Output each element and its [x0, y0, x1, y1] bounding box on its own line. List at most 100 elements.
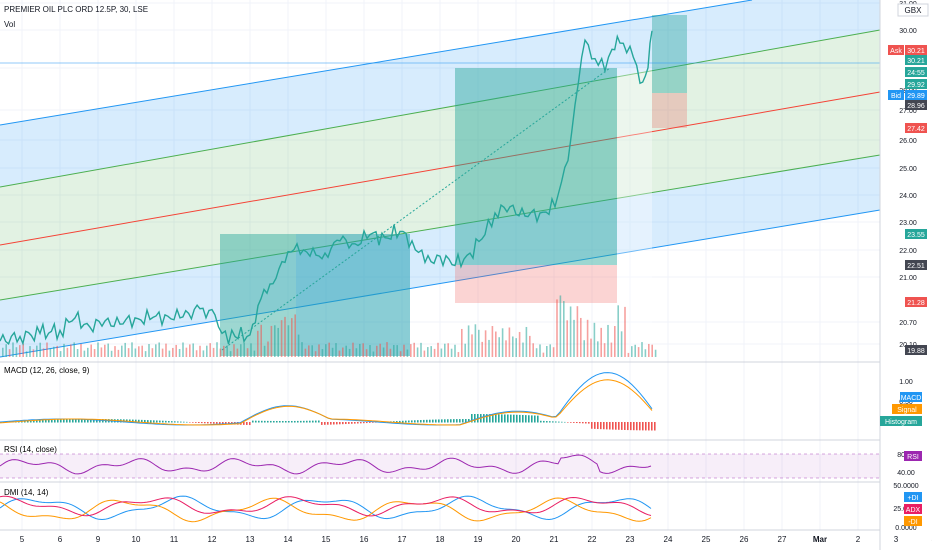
volume-bar	[556, 299, 558, 357]
macd-histogram-bar	[447, 419, 449, 423]
macd-histogram-bar	[189, 422, 191, 423]
volume-bar	[32, 349, 35, 357]
dmi-minus-line	[0, 497, 652, 523]
volume-bar	[607, 324, 609, 357]
macd-histogram-bar	[87, 419, 89, 423]
macd-histogram-bar	[213, 422, 215, 424]
macd-histogram-bar	[24, 420, 26, 423]
volume-bar	[644, 349, 647, 357]
volume-bar	[175, 344, 177, 357]
macd-histogram-bar	[45, 419, 47, 423]
volume-bar	[19, 345, 21, 357]
volume-bar	[223, 345, 225, 357]
macd-histogram-bar	[81, 419, 83, 423]
symbol-title: PREMIER OIL PLC ORD 12.5P, 30, LSE	[4, 5, 148, 14]
volume-bar	[161, 348, 164, 357]
volume-bar	[369, 345, 371, 357]
volume-bar	[573, 319, 575, 357]
price-tick-label: 23.00	[899, 220, 917, 227]
macd-histogram-bar	[249, 422, 251, 426]
time-axis-label: 21	[550, 535, 559, 544]
macd-histogram-bar	[258, 420, 260, 423]
macd-histogram-bar	[417, 420, 419, 423]
volume-bar	[393, 345, 395, 357]
price-label-tag	[888, 90, 904, 100]
macd-histogram-bar	[162, 420, 164, 423]
volume-bar	[403, 344, 405, 357]
dmi-title: DMI (14, 14)	[4, 488, 49, 497]
macd-histogram-bar	[60, 419, 62, 423]
macd-histogram-bar	[204, 422, 206, 424]
volume-bar	[447, 343, 449, 357]
volume-bar	[359, 343, 361, 357]
volume-bar	[651, 344, 653, 357]
macd-histogram-bar	[591, 422, 593, 429]
macd-histogram-bar	[441, 419, 443, 423]
pane-badge-label: RSI	[907, 454, 919, 461]
volume-bar	[216, 342, 218, 357]
macd-histogram-bar	[483, 414, 485, 423]
pane-badge	[904, 492, 922, 502]
volume-bar	[263, 345, 266, 357]
volume-bar	[209, 343, 211, 357]
volume-bar	[185, 347, 188, 357]
volume-bar	[563, 301, 565, 357]
volume-bar	[260, 324, 262, 357]
price-label-value: 28.96	[907, 103, 925, 110]
macd-histogram-bar	[585, 422, 587, 424]
volume-bar	[505, 340, 507, 357]
macd-histogram-bar	[549, 421, 551, 423]
volume-bar	[467, 325, 470, 357]
volume-bar	[151, 348, 154, 357]
macd-histogram-bar	[357, 422, 359, 424]
rsi-tick-label: 40.00	[897, 470, 915, 477]
macd-histogram-bar	[141, 419, 143, 423]
volume-bar	[257, 330, 259, 357]
time-axis[interactable]: 5 6 9 10 11 12 13 14 15 16 17 18 19 20 21 22 23 24 25 26 27 M…	[20, 535, 932, 544]
macd-histogram-bar	[420, 420, 422, 423]
volume-bar	[603, 343, 606, 357]
volume-bar	[80, 343, 82, 357]
volume-bar	[226, 345, 228, 357]
volume-bar	[178, 348, 181, 357]
macd-histogram-bar	[222, 422, 224, 425]
currency-label: GBX	[905, 6, 923, 15]
macd-histogram-bar	[171, 421, 173, 423]
macd-histogram-bar	[408, 420, 410, 423]
macd-histogram-bar	[534, 415, 536, 423]
macd-pane	[0, 372, 656, 431]
price-tick-label: 21.00	[899, 275, 917, 282]
volume-bar	[335, 343, 337, 357]
volume-bar	[131, 342, 133, 357]
pane-badge-label: Signal	[897, 407, 917, 414]
volume-bar	[478, 329, 480, 357]
macd-histogram-bar	[42, 420, 44, 423]
macd-histogram-bar	[210, 422, 212, 424]
volume-bar	[297, 334, 300, 357]
volume-bar	[12, 342, 14, 357]
macd-histogram-bar	[186, 421, 188, 423]
time-axis-label: 15	[322, 535, 331, 544]
macd-histogram-bar	[366, 422, 368, 424]
position-box-3[interactable]	[652, 15, 687, 128]
position-box-2[interactable]	[455, 68, 652, 358]
volume-bar	[110, 350, 113, 357]
macd-histogram-bar	[423, 419, 425, 423]
volume-bar	[491, 326, 494, 357]
macd-histogram-bar	[429, 419, 431, 423]
volume-label: Vol	[4, 20, 15, 29]
volume-bar	[512, 336, 514, 357]
price-label-value: 30.21	[907, 58, 925, 65]
macd-histogram-bar	[279, 420, 281, 423]
time-axis-label: 16	[360, 535, 369, 544]
macd-histogram-bar	[654, 422, 656, 431]
macd-histogram-bar	[363, 422, 365, 424]
volume-bar	[481, 341, 483, 357]
volume-bar	[246, 348, 249, 357]
pane-badge-label: ADX	[906, 507, 921, 514]
macd-histogram-bar	[333, 422, 335, 425]
volume-bar	[117, 349, 120, 357]
price-tick-label: 22.00	[899, 248, 917, 255]
volume-bar	[382, 347, 385, 357]
price-tick-label: 24.00	[899, 193, 917, 200]
